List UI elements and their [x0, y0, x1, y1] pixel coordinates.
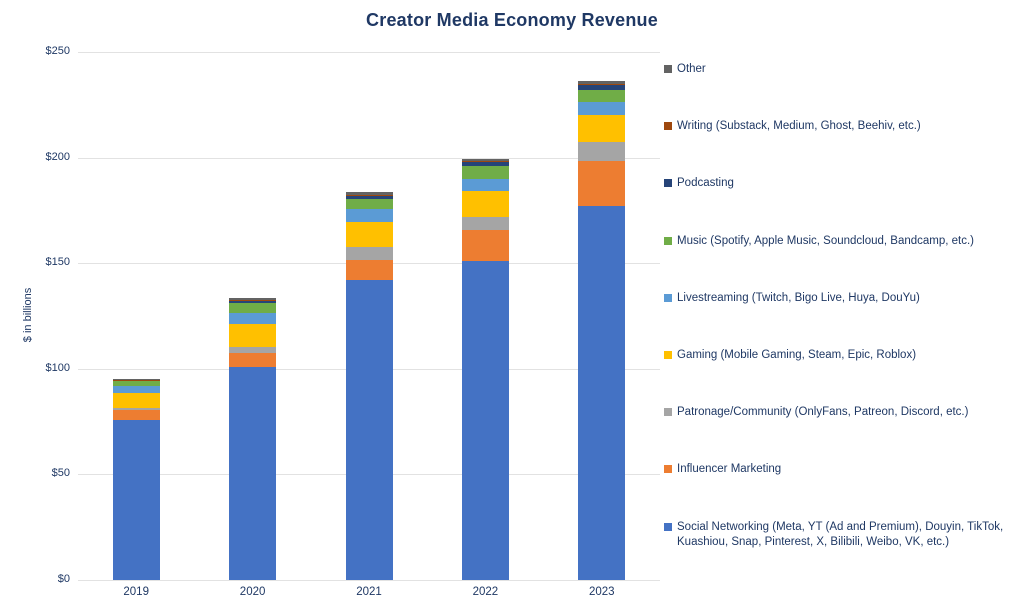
legend-item-livestreaming: Livestreaming (Twitch, Bigo Live, Huya, …	[664, 291, 1016, 306]
bar-segment-2020-other	[229, 298, 277, 301]
bar-segment-2019-livestreaming	[112, 385, 160, 394]
bar-segment-2019-other	[112, 378, 160, 380]
legend-item-writing: Writing (Substack, Medium, Ghost, Beehiv…	[664, 119, 1016, 134]
bar-segment-2023-gaming	[578, 115, 626, 142]
y-tick-$250: $250	[45, 45, 70, 57]
x-tick-2021: 2021	[356, 586, 382, 598]
bar-segment-2022-social	[461, 261, 509, 580]
bar-segment-2020-writing	[229, 300, 277, 302]
bar-segment-2019-patronage/community	[112, 407, 160, 410]
bar-segment-2020-patronage/community	[229, 346, 277, 353]
x-tick-2023: 2023	[589, 586, 615, 598]
y-tick-$200: $200	[45, 150, 70, 163]
bar-segment-2019-social	[112, 419, 160, 580]
bar-segment-2023-music	[578, 90, 626, 102]
legend-label: Livestreaming (Twitch, Bigo Live, Huya, …	[677, 291, 920, 304]
bar-segment-2021-influencer	[345, 260, 393, 281]
legend-label: Other	[677, 63, 706, 75]
bar-segment-2023-podcasting	[578, 84, 626, 91]
legend-item-other: Other	[664, 62, 1016, 77]
stacked-bar-2022	[461, 52, 509, 580]
x-tick-2020: 2020	[239, 586, 266, 598]
gridline-$200	[78, 157, 660, 159]
stacked-bar-2021	[345, 52, 393, 580]
bar-segment-2019-music	[112, 381, 160, 386]
gridline-$0	[78, 580, 660, 581]
bar-segment-2021-music	[345, 198, 393, 210]
legend-item-music: Music (Spotify, Apple Music, Soundcloud,…	[664, 234, 1016, 249]
y-tick-$150: $150	[45, 256, 70, 269]
y-tick-$0: $0	[57, 573, 70, 585]
x-tick-2019: 2019	[123, 586, 149, 598]
stacked-bar-2023	[578, 52, 626, 580]
bar-segment-2019-writing	[112, 379, 160, 381]
legend-label: Podcasting	[677, 177, 734, 190]
legend-swatch-icon	[664, 465, 672, 474]
chart-title: Creator Media Economy Revenue	[366, 10, 658, 30]
bar-segment-2020-gaming	[229, 324, 277, 347]
bar-segment-2022-music	[461, 166, 509, 179]
legend-swatch-icon	[664, 293, 672, 302]
y-tick-$50: $50	[51, 467, 70, 480]
legend-swatch-icon	[664, 408, 672, 417]
bar-segment-2020-podcasting	[229, 301, 277, 304]
y-axis-title: $ in billions	[22, 287, 34, 343]
legend-item-social: Social Networking (Meta, YT (Ad and Prem…	[664, 520, 1016, 550]
stacked-bar-2020	[229, 52, 277, 580]
bar-segment-2023-writing	[578, 83, 626, 85]
bar-segment-2023-livestreaming	[578, 101, 626, 116]
legend-label: Patronage/Community (OnlyFans, Patreon, …	[677, 406, 969, 419]
bar-segment-2023-other	[578, 80, 626, 84]
bar-segment-2022-influencer	[461, 230, 509, 262]
legend-swatch-icon	[664, 179, 672, 188]
bar-segment-2021-livestreaming	[345, 209, 393, 223]
bar-segment-2019-podcasting	[112, 380, 160, 382]
bar-segment-2022-podcasting	[461, 161, 509, 167]
bar-segment-2021-podcasting	[345, 195, 393, 199]
legend-label: Music (Spotify, Apple Music, Soundcloud,…	[677, 234, 975, 247]
bar-segment-2021-writing	[345, 194, 393, 196]
bar-segment-2021-gaming	[345, 222, 393, 248]
y-tick-$100: $100	[45, 361, 70, 374]
gridline-$250	[78, 52, 660, 53]
legend-label: Influencer Marketing	[677, 463, 782, 476]
legend: Other Writing (Substack, Medium, Ghost, B…	[664, 0, 1020, 612]
bar-segment-2023-influencer	[578, 160, 626, 207]
legend-swatch-icon	[664, 236, 672, 245]
bar-segment-2023-patronage/community	[578, 141, 626, 161]
bar-segment-2021-other	[345, 192, 393, 195]
legend-swatch-icon	[664, 122, 672, 131]
bar-segment-2020-social	[229, 366, 277, 580]
legend-item-patronagecommunity: Patronage/Community (OnlyFans, Patreon, …	[664, 405, 1016, 420]
bar-segment-2019-influencer	[112, 410, 160, 420]
legend-label: Writing (Substack, Medium, Ghost, Beehiv…	[677, 120, 921, 133]
bar-segment-2022-gaming	[461, 191, 509, 217]
legend-swatch-icon	[664, 65, 672, 73]
plot-area	[78, 52, 660, 581]
bar-segment-2023-social	[578, 206, 626, 580]
legend-item-influencer: Influencer Marketing	[664, 462, 1016, 477]
stacked-bar-2019	[112, 52, 160, 580]
bar-segment-2021-patronage/community	[345, 247, 393, 261]
legend-label: Social Networking (Meta, YT (Ad and Prem…	[677, 520, 1004, 548]
legend-item-gaming: Gaming (Mobile Gaming, Steam, Epic, Robl…	[664, 348, 1016, 363]
bar-segment-2022-other	[461, 158, 509, 161]
bar-segment-2020-influencer	[229, 352, 277, 367]
legend-item-podcasting: Podcasting	[664, 176, 1016, 191]
legend-label: Gaming (Mobile Gaming, Steam, Epic, Robl…	[677, 349, 917, 361]
bar-segment-2020-livestreaming	[229, 312, 277, 325]
bar-segment-2022-writing	[461, 160, 509, 162]
bar-segment-2021-social	[345, 280, 393, 580]
legend-swatch-icon	[664, 522, 672, 531]
bar-segment-2019-gaming	[112, 393, 160, 408]
x-tick-2022: 2022	[472, 586, 499, 598]
legend-swatch-icon	[664, 351, 672, 359]
bar-segment-2020-music	[229, 303, 277, 313]
bar-segment-2022-livestreaming	[461, 178, 509, 192]
bar-segment-2022-patronage/community	[461, 216, 509, 231]
